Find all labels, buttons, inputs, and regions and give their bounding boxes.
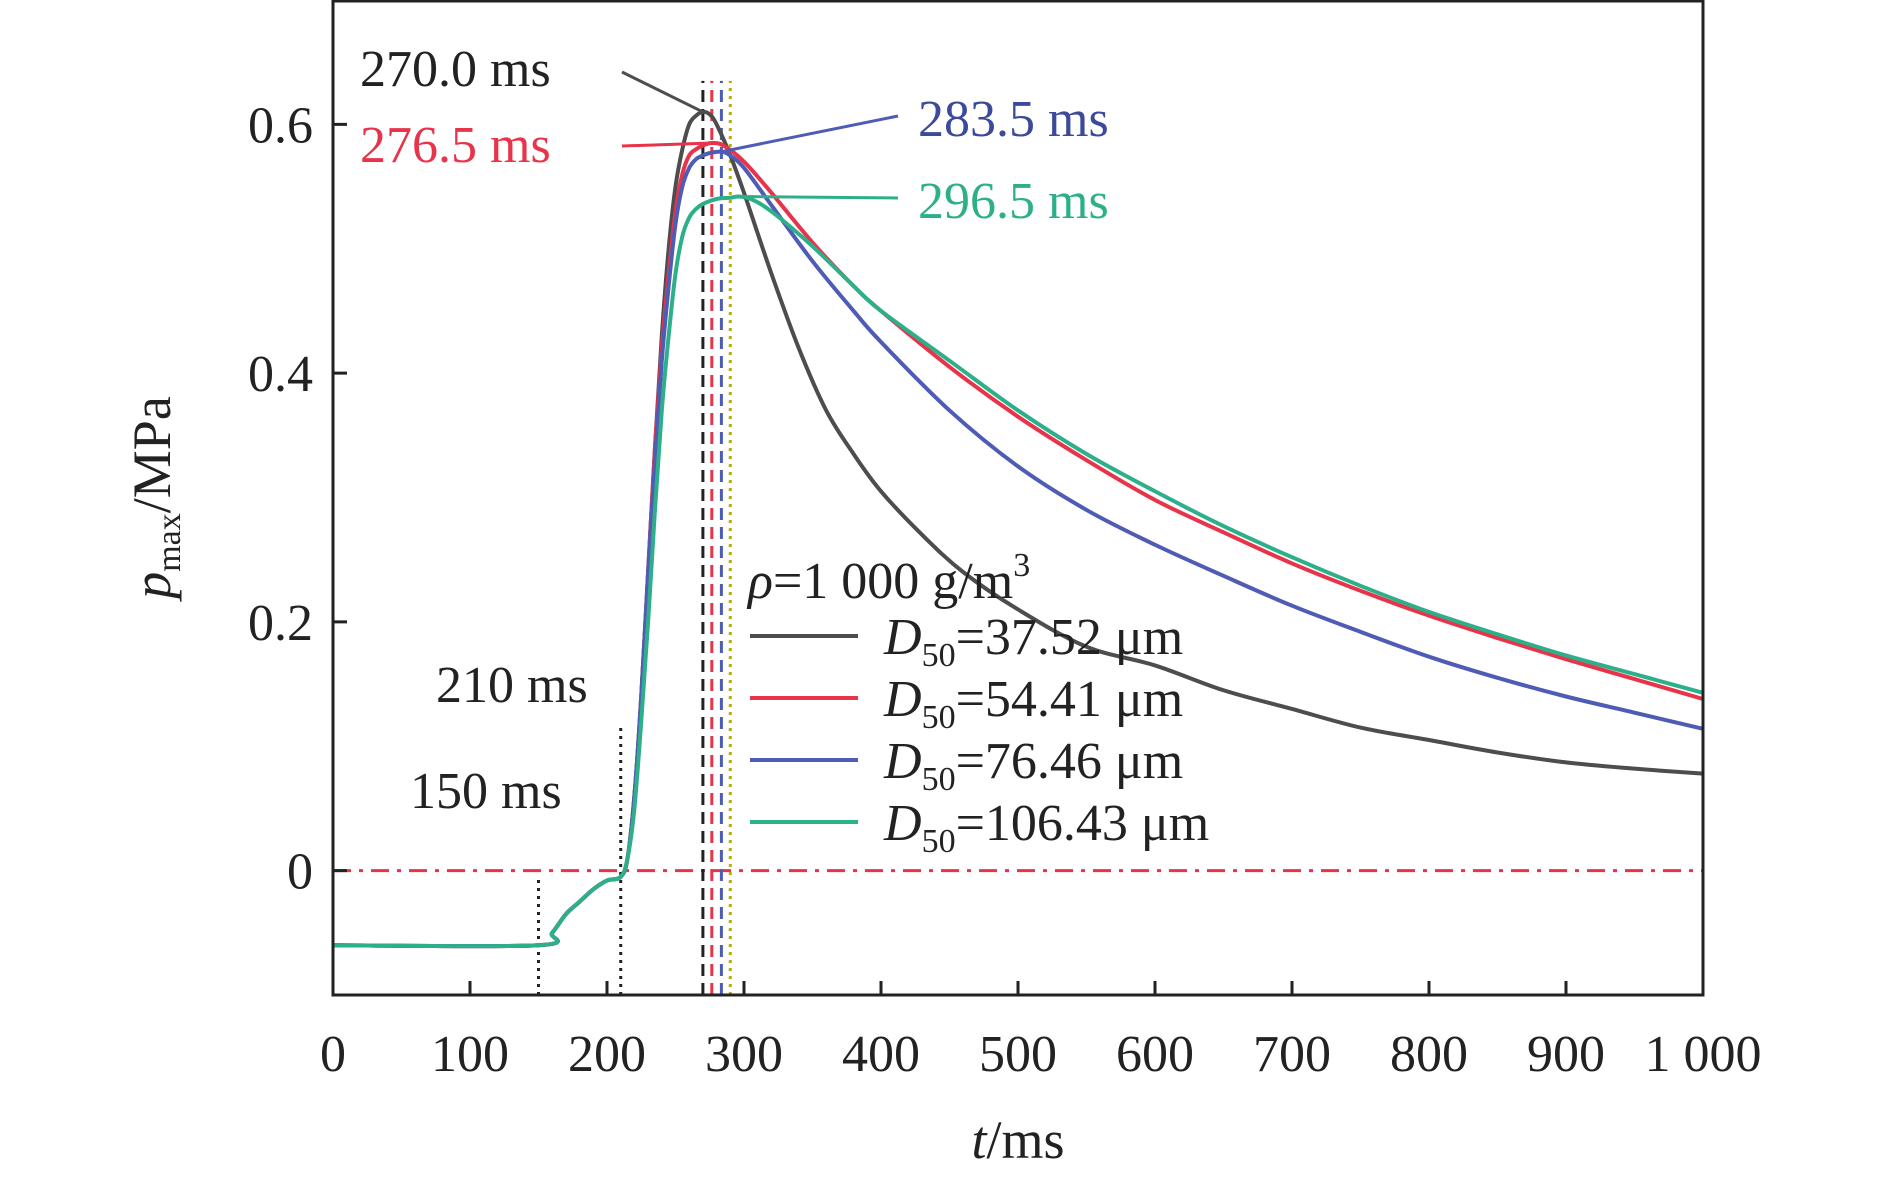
x-tick-label: 200 [568,1026,646,1083]
axes: 0 100 200 300 400 500 600 700 800 900 1 000 0 0.2 0.4… [248,0,1762,1083]
x-tick-label: 700 [1253,1026,1331,1083]
y-tick-label: 0.4 [248,346,313,403]
legend-label: D50=37.52 μm [883,609,1183,674]
legend-label: D50=54.41 μm [883,671,1183,736]
x-tick-label: 800 [1390,1026,1468,1083]
series-line-4 [332,194,1704,949]
annotation-label: 276.5 ms [360,117,551,174]
annotation-label: 270.0 ms [360,41,551,98]
annotation-label: 150 ms [410,763,562,820]
legend-label: D50=106.43 μm [883,795,1209,860]
annotation-label: 283.5 ms [918,91,1109,148]
x-tick-label: 500 [979,1026,1057,1083]
x-tick-label: 900 [1527,1026,1605,1083]
annotations: 270.0 ms 276.5 ms 283.5 ms 296.5 ms 210 ms 15… [360,41,1109,820]
y-tick-label: 0 [287,844,313,901]
x-tick-label: 0 [320,1026,346,1083]
x-tick-label: 600 [1116,1026,1194,1083]
x-tick-label: 1 000 [1645,1026,1762,1083]
annotation-leader-line [621,70,704,114]
x-tick-label: 100 [431,1026,509,1083]
x-tick-label: 300 [705,1026,783,1083]
annotation-leader-line [721,114,899,154]
x-tick-label: 400 [842,1026,920,1083]
y-tick-label: 0.2 [248,595,313,652]
y-axis-title: pmax/MPa [122,396,188,603]
x-axis-title: t/ms [971,1110,1064,1170]
series-lines [332,109,1704,949]
annotation-label: 296.5 ms [918,173,1109,230]
reference-lines [333,80,1703,995]
axis-titles: t/ms pmax/MPa [122,396,1065,1170]
annotation-leader-line [621,141,712,148]
annotation-label: 210 ms [436,657,588,714]
annotation-leader-line [739,195,899,200]
y-tick-label: 0.6 [248,97,313,154]
legend-label: D50=76.46 μm [883,733,1183,798]
legend-header: ρ=1 000 g/m3 [746,547,1030,610]
